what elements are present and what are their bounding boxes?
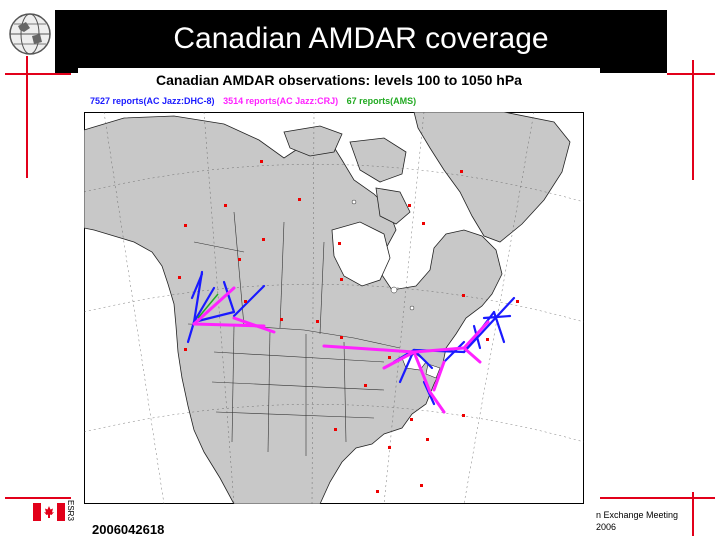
map-panel: Canadian AMDAR observations: levels 100 … xyxy=(78,68,600,537)
title-bar: Canadian AMDAR coverage xyxy=(55,10,667,73)
legend-dhc8: 7527 reports(AC Jazz:DHC-8) xyxy=(90,96,215,106)
arctic-island-1 xyxy=(283,125,343,157)
arctic-island-3 xyxy=(375,187,411,225)
map-legend: 7527 reports(AC Jazz:DHC-8) 3514 reports… xyxy=(90,96,416,106)
projection-grid xyxy=(84,112,584,504)
legend-crj: 3514 reports(AC Jazz:CRJ) xyxy=(223,96,339,106)
red-line-vertical-bottom-right xyxy=(692,492,694,536)
crj-flight-tracks xyxy=(192,286,490,414)
red-line-bottom-right xyxy=(600,497,715,499)
red-line-vertical-right xyxy=(692,60,694,180)
station-markers xyxy=(178,160,519,493)
dhc8-flight-tracks xyxy=(186,270,516,406)
greenland-land xyxy=(413,112,571,243)
north-america-map xyxy=(84,112,584,504)
map-datestamp: 2006042618 xyxy=(92,522,165,537)
map-heading: Canadian AMDAR observations: levels 100 … xyxy=(156,72,522,88)
north-america-land xyxy=(84,115,503,504)
vertical-footer-text: ESR3 xyxy=(66,500,75,521)
red-line-top-left xyxy=(5,73,71,75)
canada-flag-icon xyxy=(33,503,65,521)
arctic-water-features xyxy=(351,199,415,311)
footer-line-1: n Exchange Meeting xyxy=(596,510,679,520)
globe-icon xyxy=(9,13,51,55)
ams-flight-tracks xyxy=(197,293,219,319)
red-line-top-right xyxy=(667,73,715,75)
red-line-bottom-left xyxy=(5,497,71,499)
footer-line-2: 2006 xyxy=(596,522,617,532)
hudson-bay xyxy=(331,221,391,287)
arctic-island-2 xyxy=(349,137,407,183)
red-line-vertical-left xyxy=(26,56,28,178)
slide-title: Canadian AMDAR coverage xyxy=(173,22,549,55)
legend-ams: 67 reports(AMS) xyxy=(346,96,417,106)
